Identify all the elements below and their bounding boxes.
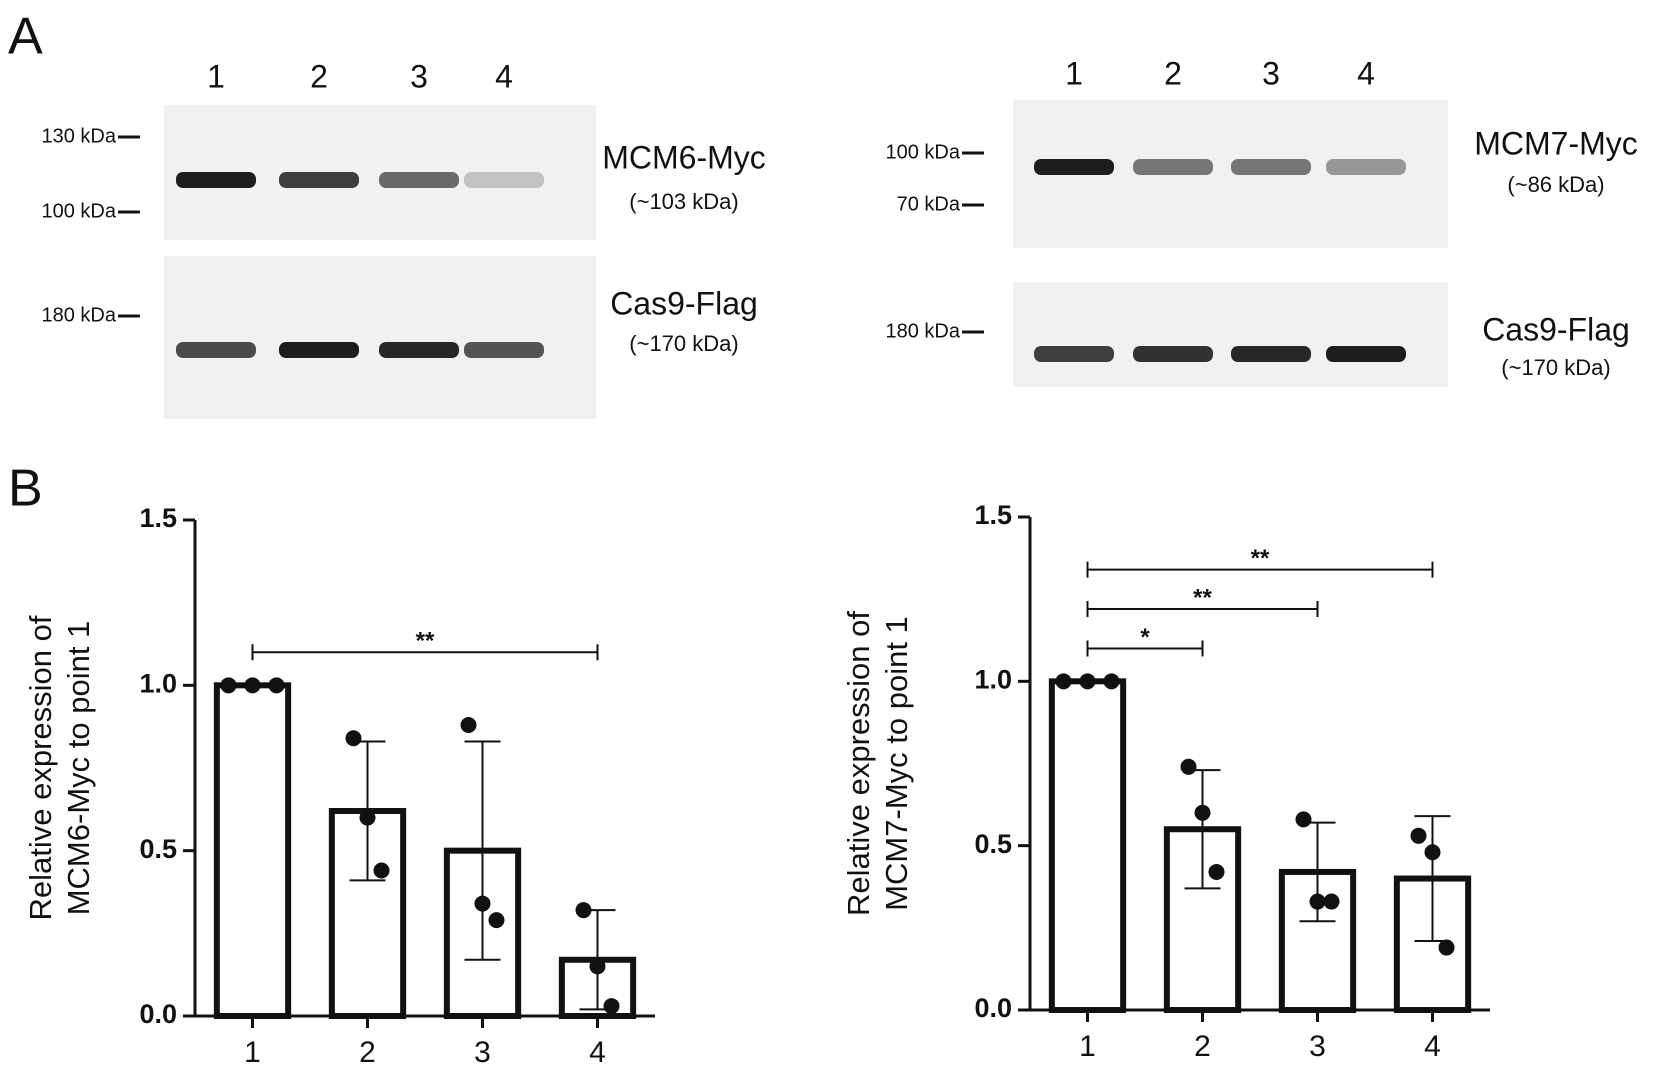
protein-size: (~103 kDa) <box>629 189 738 214</box>
data-point <box>268 677 285 694</box>
y-tick-label: 0.0 <box>974 993 1012 1023</box>
data-point <box>1295 811 1312 828</box>
lane-label: 3 <box>410 58 428 94</box>
marker-label: 100 kDa <box>42 200 117 222</box>
y-axis-label-line: MCM6-Myc to point 1 <box>61 621 96 916</box>
y-tick-label: 0.5 <box>974 829 1012 859</box>
y-axis-label-line: MCM7-Myc to point 1 <box>879 616 914 911</box>
blot-band <box>464 342 544 358</box>
data-point <box>460 717 477 734</box>
data-point <box>603 998 620 1015</box>
protein-name: Cas9-Flag <box>610 285 758 321</box>
data-point <box>1410 827 1427 844</box>
protein-name: MCM6-Myc <box>602 139 766 175</box>
data-point <box>1103 673 1120 690</box>
y-tick-label: 1.0 <box>139 668 177 698</box>
blot-band <box>279 342 359 358</box>
data-point <box>488 912 505 929</box>
sig-label: ** <box>416 628 435 655</box>
blot-band <box>1133 159 1213 175</box>
lane-label: 4 <box>495 58 513 94</box>
protein-size: (~170 kDa) <box>1501 355 1610 380</box>
y-axis-label-line: Relative expression of <box>841 611 876 916</box>
blot-band <box>1326 159 1406 175</box>
blot-band <box>464 172 544 188</box>
data-point <box>575 902 592 919</box>
data-point <box>1424 844 1441 861</box>
lane-label: 4 <box>1357 55 1375 91</box>
y-tick-label: 1.0 <box>974 664 1012 694</box>
data-point <box>1180 758 1197 775</box>
x-tick-label: 4 <box>1424 1030 1441 1063</box>
marker-label: 180 kDa <box>42 304 117 326</box>
data-point <box>474 895 491 912</box>
x-tick-label: 3 <box>474 1036 491 1069</box>
panel-label: A <box>8 8 43 66</box>
y-tick-label: 1.5 <box>139 503 177 533</box>
blot-band <box>1034 159 1114 175</box>
lane-label: 1 <box>207 58 225 94</box>
bar <box>213 682 292 1019</box>
y-axis-label: Relative expression ofMCM7-Myc to point … <box>841 611 914 916</box>
data-point <box>1055 673 1072 690</box>
data-point <box>345 730 362 747</box>
panel-label: B <box>8 460 43 518</box>
x-tick-label: 2 <box>1194 1030 1211 1063</box>
blot-band <box>176 172 256 188</box>
data-point <box>589 958 606 975</box>
y-axis-label: Relative expression ofMCM6-Myc to point … <box>23 615 96 920</box>
x-tick-label: 1 <box>1079 1030 1096 1063</box>
sig-label: ** <box>1251 545 1270 572</box>
x-tick-label: 1 <box>244 1036 261 1069</box>
protein-name: MCM7-Myc <box>1474 125 1638 161</box>
blot-band <box>379 342 459 358</box>
data-point <box>220 677 237 694</box>
lane-label: 2 <box>310 58 328 94</box>
blot-band <box>176 342 256 358</box>
marker-label: 70 kDa <box>897 193 961 215</box>
blot-band <box>1133 346 1213 362</box>
sig-label: ** <box>1193 584 1212 611</box>
data-point <box>1323 893 1340 910</box>
data-point <box>1438 939 1455 956</box>
blot-band <box>379 172 459 188</box>
lane-label: 3 <box>1262 55 1280 91</box>
data-point <box>1309 893 1326 910</box>
y-tick-label: 0.0 <box>139 999 177 1029</box>
blot-membrane <box>1013 282 1448 387</box>
y-tick-label: 1.5 <box>974 500 1012 530</box>
marker-label: 180 kDa <box>886 320 961 342</box>
blot-membrane <box>164 256 596 419</box>
protein-size: (~86 kDa) <box>1507 172 1604 197</box>
bar <box>1048 678 1127 1013</box>
data-point <box>1208 863 1225 880</box>
marker-label: 130 kDa <box>42 125 117 147</box>
marker-label: 100 kDa <box>886 141 961 163</box>
data-point <box>1079 673 1096 690</box>
data-point <box>1194 804 1211 821</box>
y-axis-label-line: Relative expression of <box>23 615 58 920</box>
data-point <box>373 862 390 879</box>
protein-name: Cas9-Flag <box>1482 311 1630 347</box>
blot-band <box>1034 346 1114 362</box>
blot-band <box>1231 346 1311 362</box>
data-point <box>359 809 376 826</box>
blot-band <box>279 172 359 188</box>
x-tick-label: 3 <box>1309 1030 1326 1063</box>
blot-band <box>1326 346 1406 362</box>
lane-label: 2 <box>1164 55 1182 91</box>
blot-band <box>1231 159 1311 175</box>
x-tick-label: 4 <box>589 1036 606 1069</box>
y-tick-label: 0.5 <box>139 834 177 864</box>
sig-label: * <box>1140 624 1150 651</box>
x-tick-label: 2 <box>359 1036 376 1069</box>
lane-label: 1 <box>1065 55 1083 91</box>
data-point <box>244 677 261 694</box>
protein-size: (~170 kDa) <box>629 331 738 356</box>
